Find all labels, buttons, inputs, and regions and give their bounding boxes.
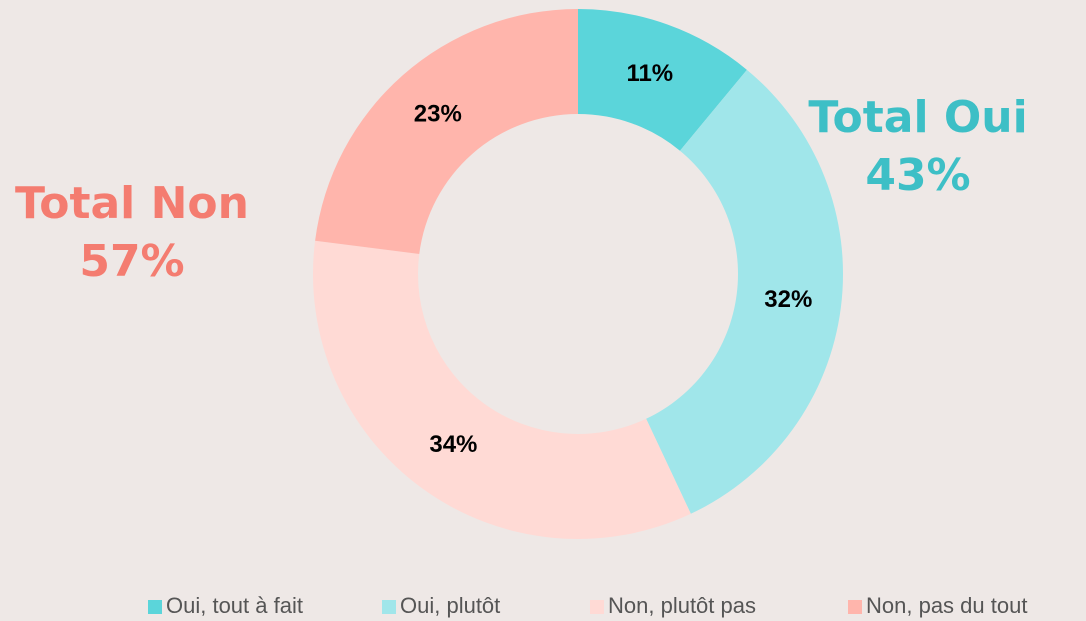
annotation: Total Non — [15, 178, 249, 229]
legend-label: Oui, plutôt — [400, 593, 500, 618]
donut-slice — [578, 9, 747, 151]
legend-label: Non, plutôt pas — [608, 593, 756, 618]
donut-slice — [315, 9, 578, 254]
donut-slice — [646, 69, 844, 514]
legend-label: Oui, tout à fait — [166, 593, 303, 618]
data-label: 23% — [414, 100, 462, 127]
annotation: Total Oui — [808, 92, 1027, 143]
legend-swatch — [848, 600, 862, 614]
legend-swatch — [382, 600, 396, 614]
legend-swatch — [148, 600, 162, 614]
annotation: 57% — [79, 236, 184, 287]
legend-label: Non, pas du tout — [866, 593, 1027, 618]
data-label: 32% — [764, 286, 812, 313]
data-label: 11% — [626, 60, 673, 87]
legend-swatch — [590, 600, 604, 614]
donut-slice — [313, 240, 691, 539]
annotation: 43% — [865, 150, 970, 201]
data-label: 34% — [429, 431, 477, 458]
